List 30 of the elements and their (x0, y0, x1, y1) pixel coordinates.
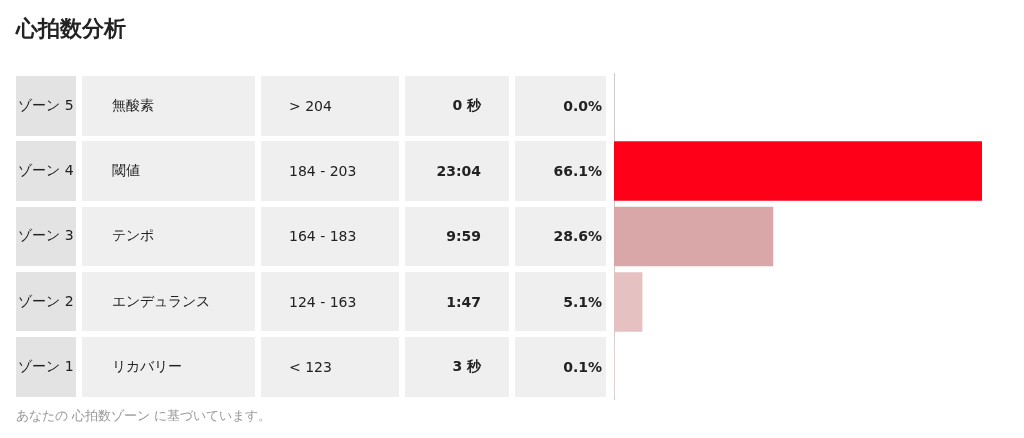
data-label: 66.1% (515, 141, 606, 201)
text: リカバリー (82, 337, 255, 397)
text: 0 秒 (405, 76, 509, 136)
data-label: 5.1% (515, 271, 606, 332)
text: 閾値 (82, 141, 255, 201)
data-label: 28.6% (515, 206, 606, 267)
text: > 204 (261, 76, 399, 136)
text: < 123 (261, 337, 399, 397)
y-tick-label: ゾーン 4 (16, 141, 76, 201)
text: テンポ (82, 206, 255, 267)
data-label: 0.1% (515, 337, 606, 397)
text: 184 - 203 (261, 141, 399, 201)
y-tick-label: ゾーン 2 (16, 271, 76, 332)
data-label: 0.0% (515, 76, 606, 136)
text: 心拍数分析 (16, 15, 126, 43)
y-tick-label: ゾーン 3 (16, 206, 76, 267)
text: あなたの 心拍数ゾーン に基づいています。 (16, 407, 272, 425)
bar (614, 206, 774, 267)
y-tick-label: ゾーン 1 (16, 337, 76, 397)
text: 23:04 (405, 141, 509, 201)
bar (614, 272, 643, 332)
text: 164 - 183 (261, 206, 399, 267)
text: エンデュランス (82, 271, 255, 332)
text: 無酸素 (82, 76, 255, 136)
text: 3 秒 (405, 337, 509, 397)
text: 124 - 163 (261, 271, 399, 332)
bar (614, 141, 982, 201)
text: 1:47 (405, 271, 509, 332)
y-tick-label: ゾーン 5 (16, 76, 76, 136)
text: 9:59 (405, 206, 509, 267)
